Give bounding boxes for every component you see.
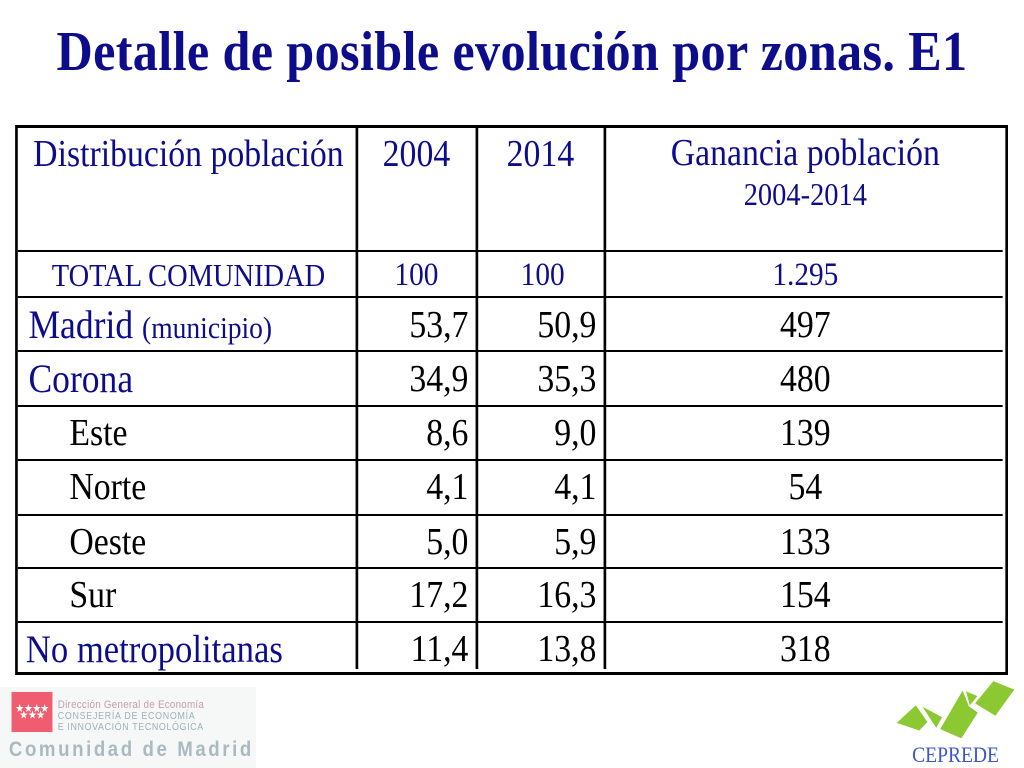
svg-text:CEPREDE: CEPREDE — [912, 742, 999, 767]
